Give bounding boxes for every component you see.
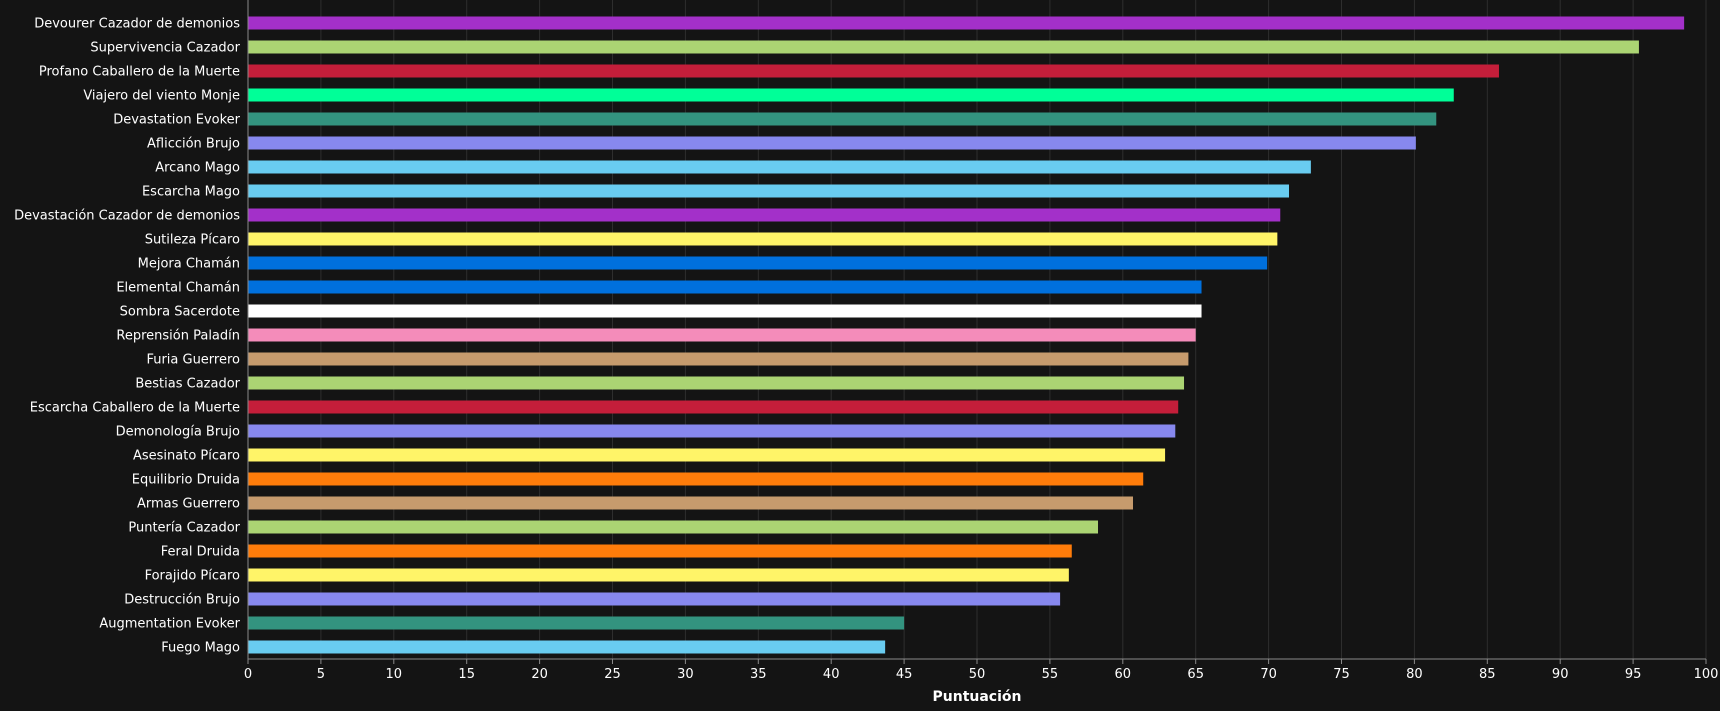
category-label: Aflicción Brujo [147, 137, 240, 152]
bar-3[interactable]: Viajero del viento Monje: 82.7 [248, 88, 1454, 102]
bar-6[interactable]: Arcano Mago: 72.9 [248, 160, 1311, 174]
category-labels: Devourer Cazador de demonios Supervivenci… [14, 17, 241, 656]
category-label: Armas Guerrero [137, 497, 240, 512]
category-label: Profano Caballero de la Muerte [39, 65, 240, 80]
x-tick-label: 65 [1187, 667, 1204, 682]
category-label: Arcano Mago [155, 161, 240, 176]
bar-22[interactable]: Feral Druida: 56.5 [248, 544, 1072, 558]
x-tick-label: 10 [386, 667, 403, 682]
x-tick-label: 45 [896, 667, 913, 682]
x-tick-label: 80 [1406, 667, 1423, 682]
x-tick-label: 60 [1115, 667, 1132, 682]
bar-13[interactable]: Reprensión Paladín: 65 [248, 328, 1196, 342]
bar-12[interactable]: Sombra Sacerdote: 65.4 [248, 304, 1202, 318]
x-tick-label: 85 [1479, 667, 1496, 682]
category-label: Bestias Cazador [135, 377, 240, 392]
bar-23[interactable]: Forajido Pícaro: 56.3 [248, 568, 1069, 582]
bar-8[interactable]: Devastación Cazador de demonios: 70.8 [248, 208, 1281, 222]
x-tick-label: 70 [1260, 667, 1277, 682]
category-label: Demonología Brujo [116, 425, 240, 440]
bar-19[interactable]: Equilibrio Druida: 61.4 [248, 472, 1144, 486]
x-tick-label: 15 [458, 667, 475, 682]
category-label: Devourer Cazador de demonios [34, 17, 240, 32]
x-tick-label: 5 [317, 667, 325, 682]
category-label: Escarcha Mago [142, 185, 240, 200]
x-tick-label: 90 [1552, 667, 1569, 682]
category-label: Forajido Pícaro [145, 569, 240, 584]
bar-18[interactable]: Asesinato Pícaro: 62.9 [248, 448, 1166, 462]
category-label: Furia Guerrero [146, 353, 240, 368]
bar-5[interactable]: Aflicción Brujo: 80.1 [248, 136, 1416, 150]
bar-14[interactable]: Furia Guerrero: 64.5 [248, 352, 1189, 366]
bar-17[interactable]: Demonología Brujo: 63.6 [248, 424, 1176, 438]
x-tick-label: 0 [244, 667, 252, 682]
x-axis-ticks: 0 5 10 15 20 25 30 35 40 45 50 55 60 65 70 75 80 85 90 95 10… [244, 659, 1719, 682]
category-label: Reprensión Paladín [116, 329, 240, 344]
x-tick-label: 55 [1042, 667, 1059, 682]
x-tick-label: 75 [1333, 667, 1350, 682]
bar-26[interactable]: Fuego Mago: 43.7 [248, 640, 886, 654]
category-label: Mejora Chamán [138, 257, 240, 272]
category-label: Equilibrio Druida [132, 473, 240, 488]
category-label: Viajero del viento Monje [83, 89, 240, 104]
bar-16[interactable]: Escarcha Caballero de la Muerte: 63.8 [248, 400, 1179, 414]
bar-0[interactable]: Devourer Cazador de demonios: 98.5 [248, 16, 1685, 30]
bar-9[interactable]: Sutileza Pícaro: 70.6 [248, 232, 1278, 246]
bar-7[interactable]: Escarcha Mago: 71.4 [248, 184, 1290, 198]
bar-2[interactable]: Profano Caballero de la Muerte: 85.8 [248, 64, 1499, 78]
bar-21[interactable]: Puntería Cazador: 58.3 [248, 520, 1099, 534]
bar-15[interactable]: Bestias Cazador: 64.2 [248, 376, 1185, 390]
category-label: Escarcha Caballero de la Muerte [30, 401, 240, 416]
bar-25[interactable]: Augmentation Evoker: 45 [248, 616, 905, 630]
bar-10[interactable]: Mejora Chamán: 69.9 [248, 256, 1268, 270]
category-label: Supervivencia Cazador [90, 41, 240, 56]
category-label: Sombra Sacerdote [120, 305, 240, 320]
category-label: Fuego Mago [161, 641, 240, 656]
x-tick-label: 95 [1625, 667, 1642, 682]
bar-20[interactable]: Armas Guerrero: 60.7 [248, 496, 1134, 510]
bar-24[interactable]: Destrucción Brujo: 55.7 [248, 592, 1061, 606]
bar-layer: Devourer Cazador de demonios: 98.5 Superv… [248, 16, 1685, 654]
category-label: Devastación Cazador de demonios [14, 209, 240, 224]
category-label: Puntería Cazador [128, 521, 240, 536]
category-label: Destrucción Brujo [124, 593, 240, 608]
bar-4[interactable]: Devastation Evoker: 81.5 [248, 112, 1437, 126]
x-axis-title: Puntuación [933, 689, 1022, 705]
category-label: Asesinato Pícaro [133, 449, 240, 464]
category-label: Feral Druida [161, 545, 240, 560]
x-tick-label: 50 [969, 667, 986, 682]
x-tick-label: 20 [531, 667, 548, 682]
category-label: Augmentation Evoker [99, 617, 240, 632]
x-tick-label: 40 [823, 667, 840, 682]
bar-11[interactable]: Elemental Chamán: 65.4 [248, 280, 1202, 294]
x-tick-label: 25 [604, 667, 621, 682]
category-label: Elemental Chamán [116, 281, 240, 296]
category-label: Sutileza Pícaro [145, 233, 240, 248]
x-tick-label: 35 [750, 667, 767, 682]
category-label: Devastation Evoker [113, 113, 240, 128]
bar-1[interactable]: Supervivencia Cazador: 95.4 [248, 40, 1639, 54]
x-tick-label: 100 [1694, 667, 1719, 682]
x-tick-label: 30 [677, 667, 694, 682]
